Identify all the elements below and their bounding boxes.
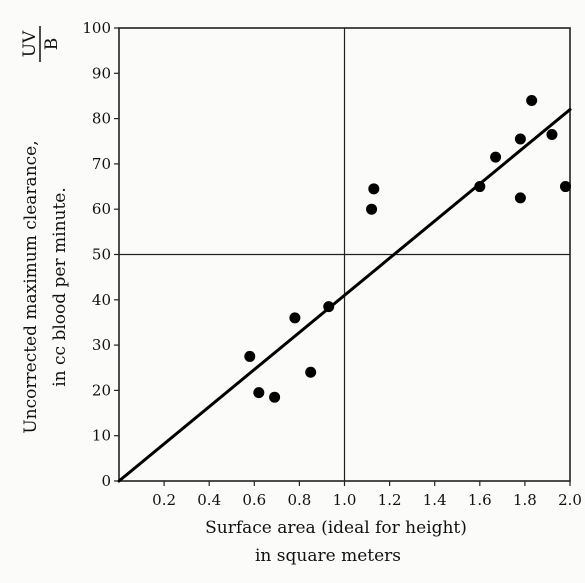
x-axis-title-line2: in square meters: [255, 546, 401, 566]
y-tick-label: 30: [92, 336, 111, 354]
y-tick-label: 10: [92, 427, 111, 445]
y-tick-label: 0: [101, 472, 111, 490]
x-axis-title-line1: Surface area (ideal for height): [205, 518, 467, 538]
trend-line: [117, 108, 572, 483]
x-tick-label: 2.0: [558, 491, 582, 509]
x-tick-label: 0.4: [197, 491, 221, 509]
x-tick-label: 0.8: [287, 491, 311, 509]
data-point: [253, 387, 265, 399]
y-tick-label: 50: [92, 246, 111, 264]
y-tick-label: 100: [82, 19, 111, 37]
data-point: [514, 133, 526, 145]
y-axis-fraction-numerator: UV: [20, 30, 40, 57]
y-axis-fraction-denominator: B: [42, 38, 62, 51]
data-point: [474, 181, 486, 193]
x-tick-label: 0.2: [152, 491, 176, 509]
data-point: [366, 203, 378, 215]
x-tick-label: 0.6: [242, 491, 266, 509]
data-point: [305, 366, 317, 378]
data-point: [244, 350, 256, 362]
x-tick-label: 1.0: [333, 491, 357, 509]
y-tick-label: 60: [92, 200, 111, 218]
y-tick-label: 40: [92, 291, 111, 309]
data-point: [546, 128, 558, 140]
y-tick-label: 20: [92, 381, 111, 399]
data-point: [526, 94, 538, 106]
y-tick-label: 70: [92, 155, 111, 173]
data-point: [490, 151, 502, 163]
x-tick-label: 1.4: [423, 491, 447, 509]
data-point: [289, 312, 301, 324]
y-axis-title-line1: Uncorrected maximum clearance,: [21, 140, 41, 433]
x-tick-label: 1.6: [468, 491, 492, 509]
data-point: [368, 183, 380, 195]
x-tick-label: 1.2: [378, 491, 402, 509]
data-point: [514, 192, 526, 204]
x-tick-label: 1.8: [513, 491, 537, 509]
data-point: [269, 391, 281, 403]
y-tick-label: 90: [92, 64, 111, 82]
data-point: [559, 181, 571, 193]
data-point: [323, 301, 335, 313]
y-axis-title-line2: in cc blood per minute.: [50, 187, 70, 387]
y-tick-label: 80: [92, 110, 111, 128]
